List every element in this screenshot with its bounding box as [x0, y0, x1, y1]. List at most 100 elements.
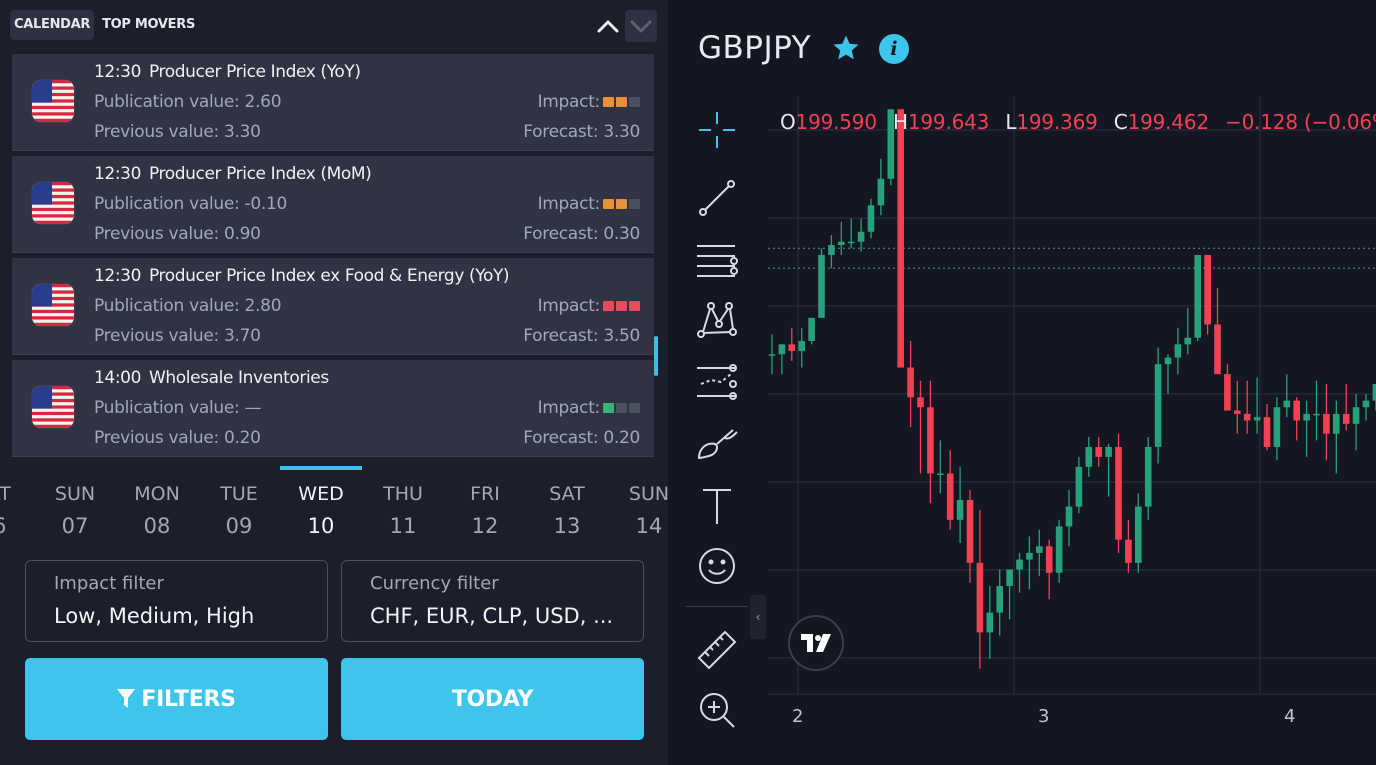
candle-body	[1194, 254, 1201, 338]
candle-body	[907, 367, 914, 398]
day-tab[interactable]: THU 11	[362, 466, 444, 538]
candle-body	[1105, 446, 1112, 457]
today-button-label: TODAY	[451, 686, 534, 712]
candle-body	[1263, 417, 1271, 447]
crosshair-icon[interactable]	[682, 102, 752, 158]
impact-indicator: Impact:	[538, 398, 640, 418]
forecast-icon[interactable]	[682, 354, 752, 410]
impact-label: Impact:	[537, 296, 601, 316]
event-item[interactable]: 12:30 Producer Price Index (MoM) Publicat…	[12, 156, 654, 253]
day-tab[interactable]: SAT 13	[526, 466, 608, 538]
candle-body	[838, 241, 845, 245]
chevron-down-icon[interactable]	[625, 10, 657, 42]
zoom-in-icon[interactable]	[682, 682, 752, 738]
impact-indicator: Impact:	[538, 296, 640, 316]
previous-value: Previous value: 0.20	[94, 428, 261, 448]
day-tab[interactable]: SAT 06	[0, 466, 34, 538]
candle-body	[1115, 446, 1122, 540]
event-time: 12:30	[94, 266, 141, 286]
day-number: 13	[553, 514, 581, 538]
events-scrollbar[interactable]	[654, 336, 658, 376]
chevron-up-icon[interactable]	[592, 10, 624, 42]
candle-body	[847, 241, 855, 244]
impact-filter[interactable]: Impact filter Low, Medium, High	[25, 560, 328, 642]
star-icon[interactable]	[831, 33, 861, 67]
ruler-icon[interactable]	[682, 622, 752, 678]
event-item[interactable]: 12:30 Producer Price Index (YoY) Publicat…	[12, 54, 654, 151]
collapse-toolbar-button[interactable]: ‹	[750, 595, 766, 639]
candle-body	[1323, 413, 1330, 434]
open-value: 199.590	[795, 110, 878, 134]
candle-body	[1006, 569, 1013, 587]
day-number: 09	[225, 514, 253, 538]
us-flag-icon	[32, 80, 74, 122]
day-tab[interactable]: SUN 07	[34, 466, 116, 538]
day-tab[interactable]: TUE 09	[198, 466, 280, 538]
impact-square	[603, 199, 614, 209]
x-tick-label: 4	[1284, 706, 1296, 727]
tab-calendar[interactable]: CALENDAR	[10, 10, 95, 40]
event-item[interactable]: 12:30 Producer Price Index ex Food & Ener…	[12, 258, 654, 355]
tradingview-logo-icon[interactable]	[788, 615, 844, 671]
candle-body	[1095, 446, 1102, 457]
fib-lines-icon[interactable]	[682, 232, 752, 288]
day-tab[interactable]: FRI 12	[444, 466, 526, 538]
currency-filter[interactable]: Currency filter CHF, EUR, CLP, USD, ...	[341, 560, 644, 642]
candle-body	[1234, 410, 1241, 414]
event-item[interactable]: 14:00 Wholesale Inventories Publication v…	[12, 360, 654, 457]
day-tab[interactable]: MON 08	[116, 466, 198, 538]
candle-body	[1016, 559, 1023, 570]
text-icon[interactable]	[682, 478, 752, 534]
close-value: 199.462	[1127, 110, 1210, 134]
candle-body	[808, 317, 815, 342]
candle-body	[1184, 337, 1192, 345]
candle-body	[1333, 413, 1340, 434]
trend-line-icon[interactable]	[682, 170, 752, 226]
candle-body	[1045, 546, 1053, 573]
candle-body	[956, 499, 964, 520]
event-time: 12:30	[94, 164, 141, 184]
impact-square	[616, 97, 627, 107]
candle-body	[788, 344, 796, 351]
event-title: 14:00 Wholesale Inventories	[94, 368, 329, 388]
previous-value: Previous value: 0.90	[94, 224, 261, 244]
day-tab[interactable]: SUN 14	[608, 466, 668, 538]
candle-body	[1154, 364, 1162, 447]
us-flag-icon	[32, 284, 74, 326]
x-tick-label: 2	[792, 706, 804, 727]
candle-body	[1352, 407, 1360, 424]
calendar-tabs: CALENDAR TOP MOVERS	[10, 10, 199, 40]
day-name: MON	[134, 483, 180, 505]
previous-value: Previous value: 3.70	[94, 326, 261, 346]
event-time: 14:00	[94, 368, 141, 388]
impact-square	[603, 301, 614, 311]
candle-body	[996, 586, 1003, 613]
event-name: Producer Price Index ex Food & Energy (Y…	[149, 266, 510, 286]
candle-body	[1342, 413, 1350, 424]
price-chart[interactable]	[768, 96, 1376, 696]
brush-icon[interactable]	[682, 416, 752, 472]
candle-body	[1253, 417, 1261, 421]
events-list: 12:30 Producer Price Index (YoY) Publicat…	[12, 54, 654, 464]
day-tab[interactable]: WED 10	[280, 466, 362, 538]
event-name: Wholesale Inventories	[149, 368, 329, 388]
pattern-icon[interactable]	[682, 292, 752, 348]
impact-indicator: Impact:	[538, 92, 640, 112]
toolbar-divider	[686, 606, 748, 607]
candle-body	[798, 341, 805, 351]
day-name: FRI	[470, 483, 500, 505]
impact-square	[616, 403, 627, 413]
event-title: 12:30 Producer Price Index (MoM)	[94, 164, 372, 184]
tab-top-movers[interactable]: TOP MOVERS	[102, 17, 196, 32]
candle-body	[768, 354, 776, 356]
info-icon[interactable]: i	[879, 34, 909, 64]
today-button[interactable]: TODAY	[341, 658, 644, 740]
emoji-icon[interactable]	[682, 538, 752, 594]
event-title: 12:30 Producer Price Index (YoY)	[94, 62, 361, 82]
filters-button[interactable]: FILTERS	[25, 658, 328, 740]
candle-body	[1125, 539, 1132, 563]
forecast-value: Forecast: 3.30	[523, 122, 640, 142]
impact-square	[603, 97, 614, 107]
day-name: WED	[298, 483, 344, 505]
candle-body	[937, 473, 944, 475]
